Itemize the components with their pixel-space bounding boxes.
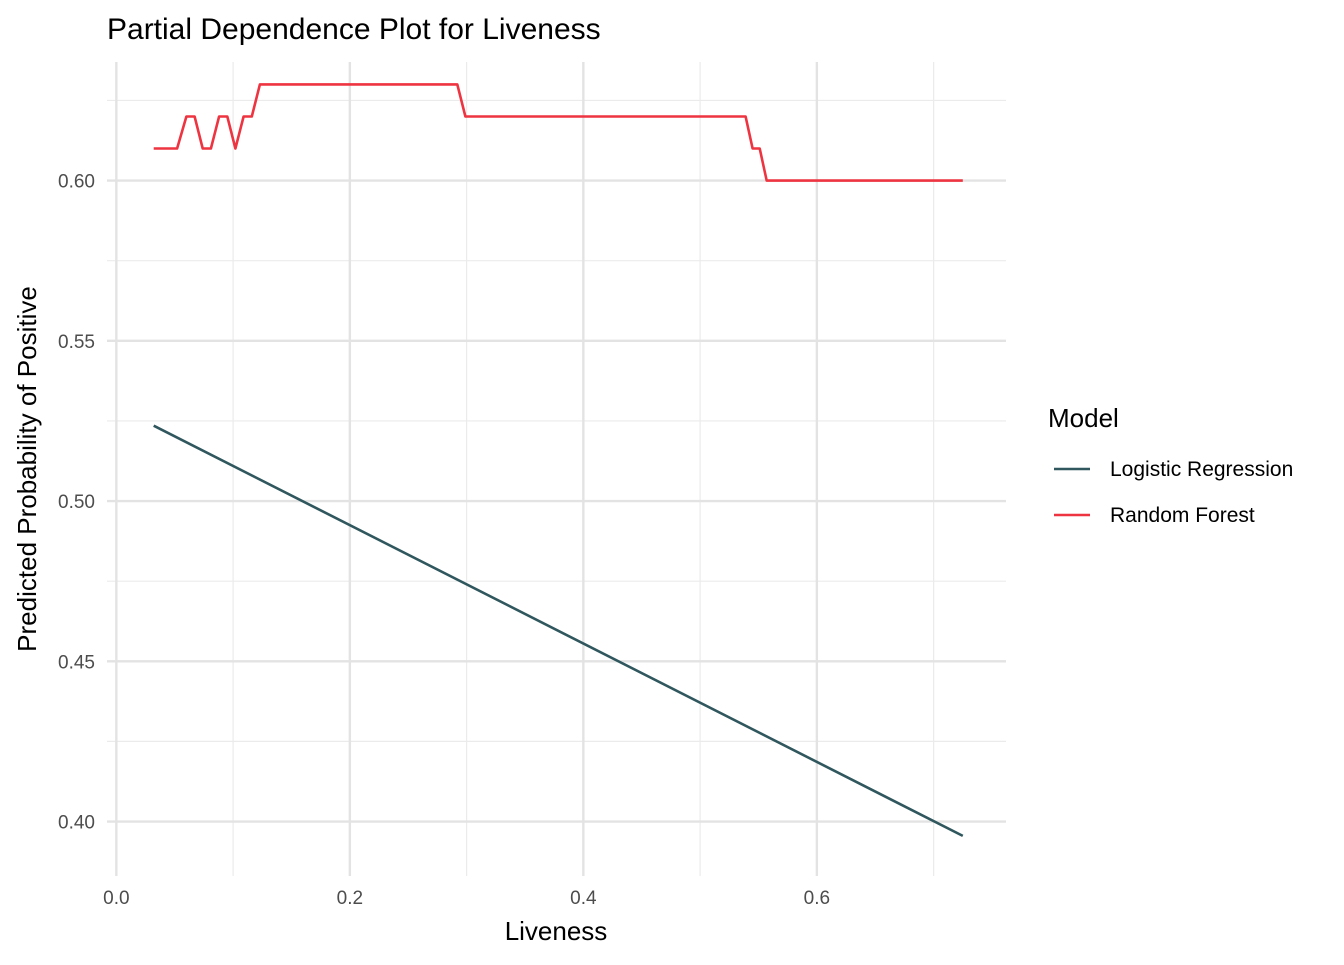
- series-line-random-forest: [153, 83, 963, 182]
- y-axis-tick-labels: 0.40 0.45 0.50 0.55 0.60: [58, 172, 95, 834]
- y-tick-label: 0.55: [58, 332, 95, 353]
- legend-label-random-forest: Random Forest: [1110, 504, 1255, 527]
- y-tick-label: 0.45: [58, 652, 95, 673]
- series-lines: [153, 83, 964, 838]
- x-tick-label: 0.4: [570, 888, 597, 909]
- y-tick-label: 0.50: [58, 492, 95, 513]
- major-gridlines: [107, 62, 1006, 876]
- y-axis-title: Predicted Probability of Positive: [12, 286, 42, 652]
- minor-gridlines: [107, 62, 1006, 876]
- series-line-logistic-regression: [153, 424, 964, 838]
- legend-label-logistic-regression: Logistic Regression: [1110, 458, 1293, 481]
- legend: Model Logistic Regression Random Forest: [1048, 403, 1293, 527]
- x-tick-label: 0.2: [337, 888, 363, 909]
- chart-title: Partial Dependence Plot for Liveness: [107, 13, 601, 46]
- x-axis-tick-labels: 0.0 0.2 0.4 0.6: [103, 888, 830, 909]
- y-tick-label: 0.40: [58, 813, 95, 834]
- x-tick-label: 0.0: [103, 888, 129, 909]
- y-tick-label: 0.60: [58, 172, 95, 193]
- x-axis-title: Liveness: [505, 916, 608, 946]
- x-tick-label: 0.6: [804, 888, 830, 909]
- legend-title: Model: [1048, 403, 1119, 433]
